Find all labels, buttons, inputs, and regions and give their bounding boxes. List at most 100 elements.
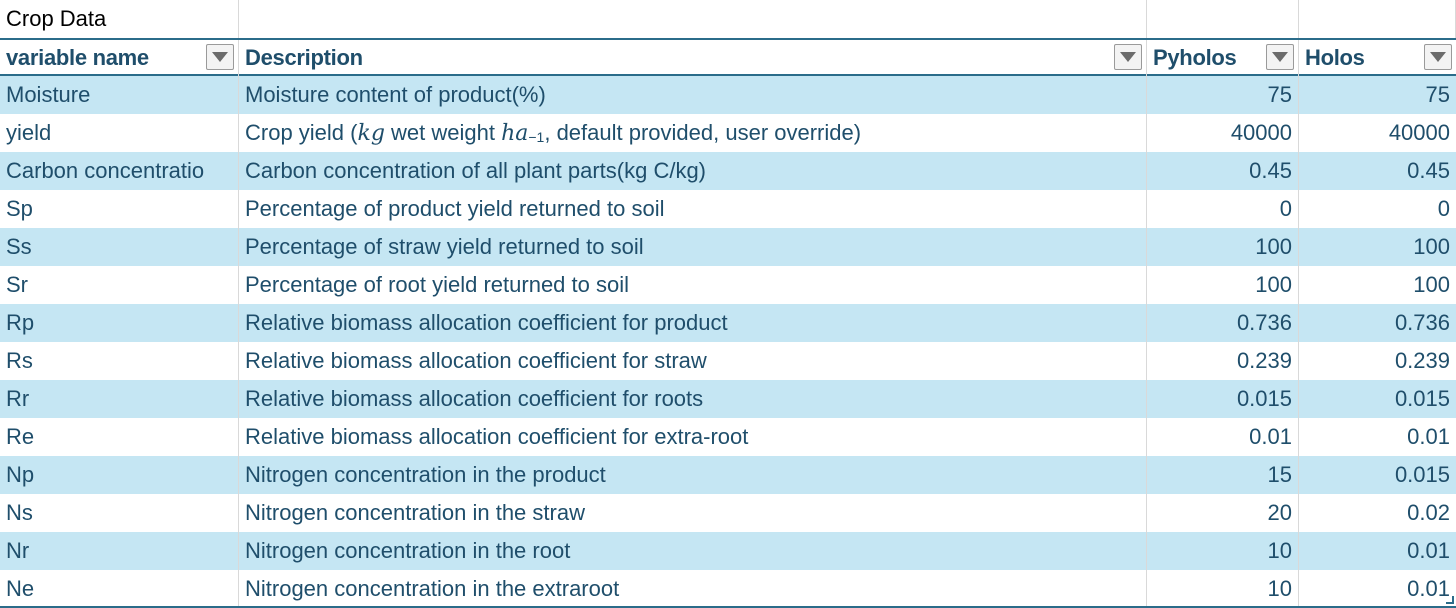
description-cell[interactable]: Relative biomass allocation coefficient … bbox=[239, 380, 1147, 418]
filter-dropdown-button[interactable] bbox=[1114, 44, 1142, 70]
header-description[interactable]: Description bbox=[239, 40, 1147, 76]
pyholos-value-cell[interactable]: 75 bbox=[1147, 76, 1299, 114]
table-row: Np Nitrogen concentration in the product 1… bbox=[0, 456, 1456, 494]
table-header-row: variable name Description Pyholos Holos bbox=[0, 38, 1456, 76]
description-cell[interactable]: Nitrogen concentration in the straw bbox=[239, 494, 1147, 532]
description-cell[interactable]: Nitrogen concentration in the root bbox=[239, 532, 1147, 570]
empty-cell[interactable] bbox=[239, 0, 1147, 38]
filter-dropdown-button[interactable] bbox=[1424, 44, 1452, 70]
header-pyholos[interactable]: Pyholos bbox=[1147, 40, 1299, 76]
pyholos-value-cell[interactable]: 0.239 bbox=[1147, 342, 1299, 380]
variable-name-cell[interactable]: yield bbox=[0, 114, 239, 152]
table-row: Carbon concentratio Carbon concentration … bbox=[0, 152, 1456, 190]
variable-name-cell[interactable]: Ss bbox=[0, 228, 239, 266]
holos-value-cell[interactable]: 0.736 bbox=[1394, 310, 1450, 335]
header-variable-name[interactable]: variable name bbox=[0, 40, 239, 76]
description-cell[interactable]: Percentage of root yield returned to soi… bbox=[239, 266, 1147, 304]
pyholos-value-cell[interactable]: 100 bbox=[1147, 228, 1299, 266]
variable-name-cell[interactable]: Ns bbox=[0, 494, 239, 532]
table-row: Rp Relative biomass allocation coefficien… bbox=[0, 304, 1456, 342]
table-row: Rs Relative biomass allocation coefficien… bbox=[0, 342, 1456, 380]
variable-name-cell[interactable]: Carbon concentratio bbox=[0, 152, 239, 190]
table-row: Moisture Moisture content of product(%) 75… bbox=[0, 76, 1456, 114]
holos-value-cell[interactable]: 0 bbox=[1437, 196, 1450, 221]
description-cell[interactable]: Relative biomass allocation coefficient … bbox=[239, 418, 1147, 456]
table-row: Re Relative biomass allocation coefficien… bbox=[0, 418, 1456, 456]
empty-cell[interactable] bbox=[1147, 0, 1299, 38]
variable-name-cell[interactable]: Sr bbox=[0, 266, 239, 304]
variable-name-cell[interactable]: Re bbox=[0, 418, 239, 456]
description-part: Crop yield ( bbox=[245, 120, 358, 145]
holos-value-cell[interactable]: 0.45 bbox=[1407, 158, 1450, 183]
description-cell[interactable]: Moisture content of product(%) bbox=[239, 76, 1147, 114]
description-cell[interactable]: Crop yield (kg wet weight ha−1, default … bbox=[239, 114, 1147, 152]
description-cell[interactable]: Carbon concentration of all plant parts(… bbox=[239, 152, 1147, 190]
header-label: Description bbox=[245, 45, 363, 70]
chevron-down-icon bbox=[1272, 52, 1288, 62]
pyholos-value-cell[interactable]: 100 bbox=[1147, 266, 1299, 304]
description-cell[interactable]: Relative biomass allocation coefficient … bbox=[239, 304, 1147, 342]
holos-value-cell[interactable]: 75 bbox=[1425, 82, 1450, 107]
variable-name-cell[interactable]: Rp bbox=[0, 304, 239, 342]
variable-name-cell[interactable]: Rr bbox=[0, 380, 239, 418]
description-cell[interactable]: Nitrogen concentration in the extraroot bbox=[239, 570, 1147, 608]
header-label: Holos bbox=[1305, 45, 1365, 70]
variable-name-cell[interactable]: Np bbox=[0, 456, 239, 494]
pyholos-value-cell[interactable]: 10 bbox=[1147, 570, 1299, 608]
description-cell[interactable]: Nitrogen concentration in the product bbox=[239, 456, 1147, 494]
description-part: ha bbox=[501, 121, 529, 146]
description-cell[interactable]: Percentage of straw yield returned to so… bbox=[239, 228, 1147, 266]
pyholos-value-cell[interactable]: 40000 bbox=[1147, 114, 1299, 152]
description-cell[interactable]: Percentage of product yield returned to … bbox=[239, 190, 1147, 228]
holos-value-cell[interactable]: 0.01 bbox=[1407, 538, 1450, 563]
filter-dropdown-button[interactable] bbox=[206, 44, 234, 70]
pyholos-value-cell[interactable]: 10 bbox=[1147, 532, 1299, 570]
table-row: Ns Nitrogen concentration in the straw 20 0… bbox=[0, 494, 1456, 532]
pyholos-value-cell[interactable]: 15 bbox=[1147, 456, 1299, 494]
holos-value-cell[interactable]: 0.01 bbox=[1407, 424, 1450, 449]
description-part: , default provided, user override) bbox=[544, 120, 862, 145]
pyholos-value-cell[interactable]: 0.015 bbox=[1147, 380, 1299, 418]
pyholos-value-cell[interactable]: 20 bbox=[1147, 494, 1299, 532]
title-row: Crop Data bbox=[0, 0, 1456, 38]
table-row: Nr Nitrogen concentration in the root 10 0.… bbox=[0, 532, 1456, 570]
holos-value-cell[interactable]: 0.239 bbox=[1394, 348, 1450, 373]
holos-value-cell[interactable]: 0.015 bbox=[1394, 462, 1450, 487]
chevron-down-icon bbox=[1120, 52, 1136, 62]
table-row: Ne Nitrogen concentration in the extraroo… bbox=[0, 570, 1456, 608]
variable-name-cell[interactable]: Moisture bbox=[0, 76, 239, 114]
filter-dropdown-button[interactable] bbox=[1266, 44, 1294, 70]
table-resize-handle[interactable] bbox=[1446, 596, 1454, 604]
pyholos-value-cell[interactable]: 0.01 bbox=[1147, 418, 1299, 456]
holos-value-cell[interactable]: 0.015 bbox=[1394, 386, 1450, 411]
variable-name-cell[interactable]: Sp bbox=[0, 190, 239, 228]
holos-value-cell[interactable]: 40000 bbox=[1388, 120, 1450, 145]
header-holos[interactable]: Holos bbox=[1299, 40, 1456, 76]
holos-value-cell[interactable]: 100 bbox=[1413, 234, 1450, 259]
pyholos-value-cell[interactable]: 0.45 bbox=[1147, 152, 1299, 190]
header-label: Pyholos bbox=[1153, 45, 1237, 70]
header-label: variable name bbox=[6, 45, 149, 70]
description-part: wet weight bbox=[384, 120, 502, 145]
table-row: Rr Relative biomass allocation coefficien… bbox=[0, 380, 1456, 418]
empty-cell[interactable] bbox=[1299, 0, 1456, 38]
chevron-down-icon bbox=[212, 52, 228, 62]
table-bottom-border bbox=[0, 606, 1456, 608]
pyholos-value-cell[interactable]: 0 bbox=[1147, 190, 1299, 228]
holos-value-cell[interactable]: 0.01 bbox=[1407, 576, 1450, 601]
holos-value-cell[interactable]: 100 bbox=[1413, 272, 1450, 297]
variable-name-cell[interactable]: Rs bbox=[0, 342, 239, 380]
description-part: −1 bbox=[528, 129, 545, 145]
sheet-title[interactable]: Crop Data bbox=[0, 0, 239, 38]
description-cell[interactable]: Relative biomass allocation coefficient … bbox=[239, 342, 1147, 380]
variable-name-cell[interactable]: Ne bbox=[0, 570, 239, 608]
table-row: Sr Percentage of root yield returned to s… bbox=[0, 266, 1456, 304]
table-row: Ss Percentage of straw yield returned to … bbox=[0, 228, 1456, 266]
variable-name-cell[interactable]: Nr bbox=[0, 532, 239, 570]
pyholos-value-cell[interactable]: 0.736 bbox=[1147, 304, 1299, 342]
table-row: Sp Percentage of product yield returned t… bbox=[0, 190, 1456, 228]
chevron-down-icon bbox=[1430, 52, 1446, 62]
description-part: kg bbox=[357, 121, 385, 146]
holos-value-cell[interactable]: 0.02 bbox=[1407, 500, 1450, 525]
